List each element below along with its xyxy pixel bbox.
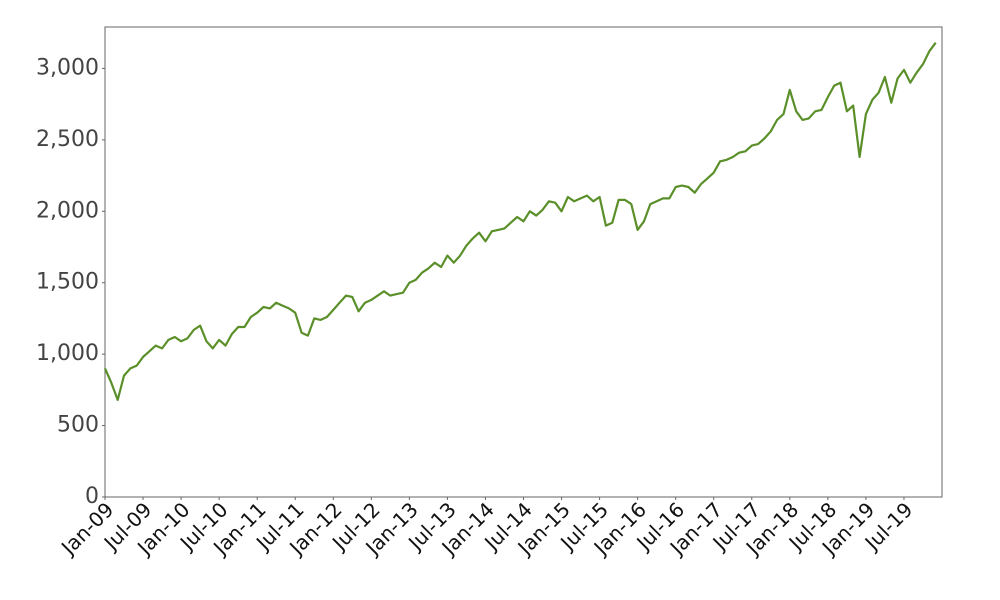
y-tick-label: 2,000 [36, 198, 99, 223]
y-tick-label: 3,000 [36, 55, 99, 80]
y-tick-label: 2,500 [36, 127, 99, 152]
y-tick-label: 1,500 [36, 270, 99, 295]
y-tick-label: 0 [85, 484, 99, 509]
plot-frame [104, 26, 943, 498]
y-tick-label: 1,000 [36, 341, 99, 366]
y-tick-label: 500 [57, 413, 99, 438]
price-line [103, 42, 937, 401]
